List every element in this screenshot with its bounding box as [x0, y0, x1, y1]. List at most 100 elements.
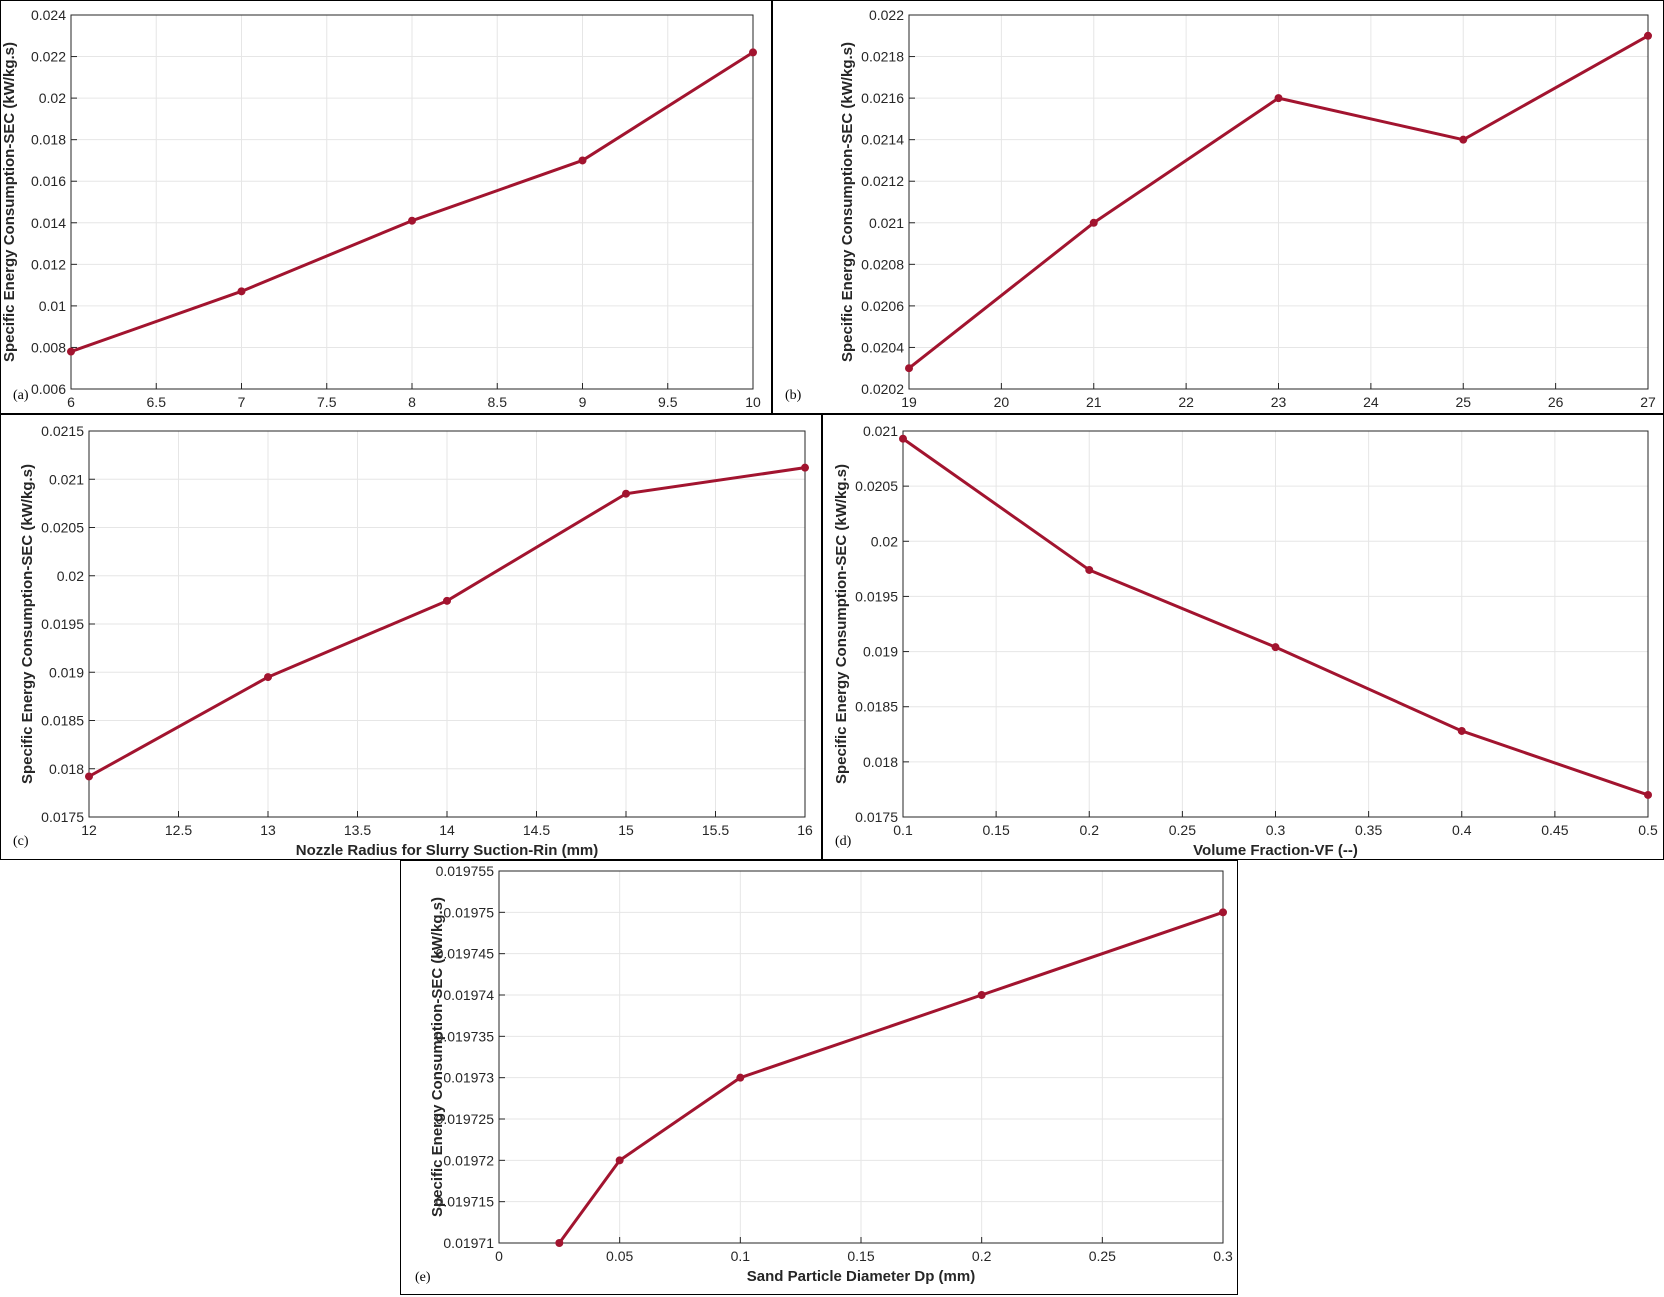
x-tick-label: 26 — [1548, 394, 1564, 410]
x-tick-label: 7.5 — [317, 394, 337, 410]
y-tick-label: 0.018 — [863, 754, 898, 770]
y-tick-label: 0.012 — [31, 256, 66, 272]
data-point — [408, 216, 416, 225]
chart-5-svg: 0 0.05 0.1 0.15 0.2 0.25 0.3 0.01971 0.019715 0.0… — [415, 863, 1233, 1285]
y-tick-label: 0.016 — [31, 173, 66, 189]
data-point — [1644, 790, 1652, 799]
chart-2-svg: 19 20 21 22 23 24 25 26 27 0.0202 0.0204 0.0206 0.02… — [785, 7, 1656, 410]
y-tick-label: 0.01 — [39, 298, 66, 314]
y-tick-label: 0.022 — [869, 7, 904, 23]
y-tick-label: 0.0218 — [861, 49, 904, 65]
chart-4-svg: 0.1 0.15 0.2 0.25 0.3 0.35 0.4 0.45 0.5 0.0175 0.0… — [833, 423, 1658, 859]
x-tick-label: 0 — [495, 1248, 503, 1264]
x-tick-label: 23 — [1271, 394, 1287, 410]
panel-label: (e) — [415, 1270, 431, 1285]
panel-b: 19 20 21 22 23 24 25 26 27 0.0202 0.0204 0.0206 0.02… — [772, 0, 1664, 414]
y-tick-label: 0.019745 — [436, 946, 495, 962]
y-tick-label: 0.0208 — [861, 256, 904, 272]
data-point — [555, 1239, 564, 1247]
y-tick-label: 0.0205 — [41, 520, 84, 536]
data-point — [1219, 908, 1227, 917]
data-point — [1271, 643, 1280, 652]
x-tick-label: 0.15 — [847, 1248, 874, 1264]
x-tick-label: 16 — [797, 822, 813, 838]
panel-c: 12 12.5 13 13.5 14 14.5 15 15.5 16 0.0175 0.018 0.0… — [0, 414, 822, 860]
y-tick-label: 0.006 — [31, 381, 66, 397]
y-tick-label: 0.021 — [869, 215, 904, 231]
plot-area-frame — [902, 430, 1649, 818]
data-point — [1089, 218, 1098, 227]
x-tick-label: 24 — [1363, 394, 1379, 410]
x-tick-label: 13 — [260, 822, 276, 838]
x-axis-label: Sand Particle Diameter Dp (mm) — [747, 1268, 975, 1285]
x-tick-label: 27 — [1640, 394, 1656, 410]
data-point — [237, 287, 246, 296]
y-axis-label: Specific Energy Consumption-SEC (kW/kg.s… — [19, 464, 36, 784]
y-tick-label: 0.01973 — [443, 1070, 494, 1086]
x-tick-label: 0.25 — [1089, 1248, 1116, 1264]
x-tick-label: 0.45 — [1541, 822, 1568, 838]
panel-label: (b) — [785, 388, 802, 403]
x-tick-label: 0.25 — [1169, 822, 1196, 838]
x-tick-label: 0.35 — [1355, 822, 1382, 838]
x-tick-label: 0.05 — [606, 1248, 633, 1264]
y-tick-label: 0.018 — [31, 132, 66, 148]
y-tick-label: 0.0175 — [855, 809, 898, 825]
y-tick-label: 0.022 — [31, 49, 66, 65]
y-tick-label: 0.0214 — [861, 132, 904, 148]
x-axis-label: Nozzle Radius for Slurry Suction-Rin (mm… — [296, 842, 599, 859]
data-point — [1274, 94, 1283, 103]
panel-label: (a) — [13, 388, 29, 403]
y-tick-label: 0.021 — [49, 471, 84, 487]
y-tick-label: 0.0185 — [41, 713, 84, 729]
y-tick-label: 0.0206 — [861, 298, 904, 314]
y-tick-label: 0.0216 — [861, 90, 904, 106]
y-tick-label: 0.0195 — [855, 588, 898, 604]
x-tick-label: 0.3 — [1213, 1248, 1233, 1264]
plot-area-frame — [498, 870, 1224, 1244]
y-tick-label: 0.0195 — [41, 616, 84, 632]
data-point — [1457, 726, 1466, 735]
x-tick-label: 15 — [618, 822, 634, 838]
x-tick-label: 19 — [901, 394, 917, 410]
x-tick-label: 14.5 — [523, 822, 550, 838]
y-tick-label: 0.019 — [863, 644, 898, 660]
x-tick-label: 0.15 — [983, 822, 1010, 838]
data-point — [622, 489, 630, 498]
y-tick-label: 0.01971 — [443, 1235, 494, 1251]
panel-d: 0.1 0.15 0.2 0.25 0.3 0.35 0.4 0.45 0.5 0.0175 0.0… — [822, 414, 1664, 860]
chart-1-svg: 6 6.5 7 7.5 8 8.5 9 9.5 10 0.006 0.008 0.01 0.012 0.0… — [1, 7, 761, 410]
x-tick-label: 9 — [579, 394, 587, 410]
y-tick-label: 0.021 — [863, 423, 898, 439]
x-tick-label: 0.4 — [1452, 822, 1472, 838]
panel-e: 0 0.05 0.1 0.15 0.2 0.25 0.3 0.01971 0.019715 0.0… — [400, 860, 1238, 1295]
panel-a: 6 6.5 7 7.5 8 8.5 9 9.5 10 0.006 0.008 0.01 0.012 0.0… — [0, 0, 772, 414]
x-tick-label: 0.2 — [1080, 822, 1100, 838]
y-tick-label: 0.02 — [57, 568, 84, 584]
x-tick-label: 6 — [67, 394, 75, 410]
y-axis-label: Specific Energy Consumption-SEC (kW/kg.s… — [833, 464, 850, 784]
x-tick-label: 8 — [408, 394, 416, 410]
data-point — [578, 156, 587, 165]
x-tick-label: 20 — [994, 394, 1010, 410]
y-tick-label: 0.018 — [49, 761, 84, 777]
data-point — [899, 434, 907, 443]
y-tick-label: 0.01972 — [443, 1152, 494, 1168]
panel-label: (c) — [13, 834, 29, 849]
y-tick-label: 0.0205 — [855, 478, 898, 494]
y-tick-label: 0.0212 — [861, 173, 904, 189]
x-tick-label: 6.5 — [147, 394, 167, 410]
data-point — [615, 1156, 624, 1165]
y-tick-label: 0.0204 — [861, 339, 904, 355]
x-tick-label: 22 — [1178, 394, 1194, 410]
data-point — [977, 991, 986, 999]
x-tick-label: 10 — [745, 394, 761, 410]
data-point — [1644, 31, 1652, 40]
data-point — [801, 463, 809, 472]
y-tick-label: 0.019735 — [436, 1028, 495, 1044]
data-point — [443, 596, 451, 605]
data-point — [749, 48, 757, 57]
x-tick-label: 0.5 — [1638, 822, 1658, 838]
x-tick-label: 0.3 — [1266, 822, 1286, 838]
x-axis-label: Volume Fraction-VF (--) — [1193, 842, 1358, 859]
